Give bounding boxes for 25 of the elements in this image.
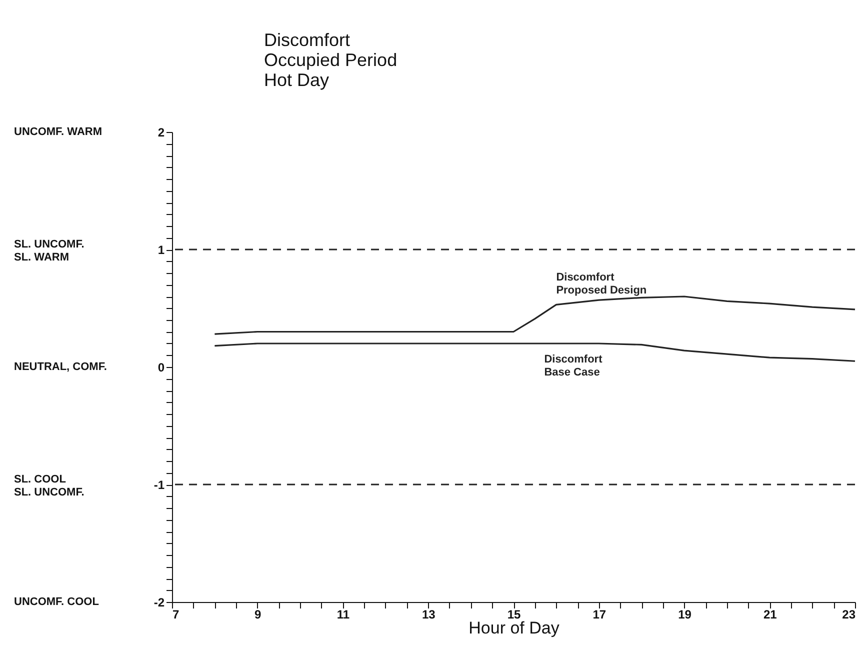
text: NEUTRAL, COMF. bbox=[14, 361, 107, 373]
series-label: Discomfort Base Case bbox=[544, 354, 603, 378]
y-tick-label: 0 bbox=[158, 360, 165, 374]
chart-title: Discomfort Occupied Period Hot Day bbox=[264, 30, 398, 90]
text: UNCOMF. WARM bbox=[14, 126, 102, 138]
line-series bbox=[214, 342, 856, 362]
x-axis-title: Hour of Day bbox=[468, 618, 560, 638]
text: UNCOMF. COOL bbox=[14, 596, 100, 608]
x-tick-label: 7 bbox=[172, 608, 180, 622]
y-tick-label: -2 bbox=[154, 596, 165, 610]
x-tick-label: 17 bbox=[592, 608, 606, 622]
x-tick-label: 11 bbox=[336, 608, 350, 622]
series-label: Discomfort Proposed Design bbox=[556, 272, 647, 297]
x-tick-label: 21 bbox=[763, 608, 778, 622]
x-tick-label: 9 bbox=[254, 608, 262, 622]
x-tick-label: 15 bbox=[507, 608, 521, 622]
y-tick-label: 2 bbox=[158, 126, 165, 140]
x-tick-label: 19 bbox=[678, 608, 692, 622]
line-series bbox=[214, 296, 856, 335]
text: SL. UNCOMF. SL. WARM bbox=[14, 238, 84, 264]
x-tick-label: 13 bbox=[422, 608, 436, 622]
text: SL. COOL SL. UNCOMF. bbox=[14, 474, 84, 498]
x-tick-label: 23 bbox=[842, 608, 856, 622]
y-tick-label: 1 bbox=[158, 243, 165, 257]
y-tick-label: -1 bbox=[154, 478, 165, 492]
